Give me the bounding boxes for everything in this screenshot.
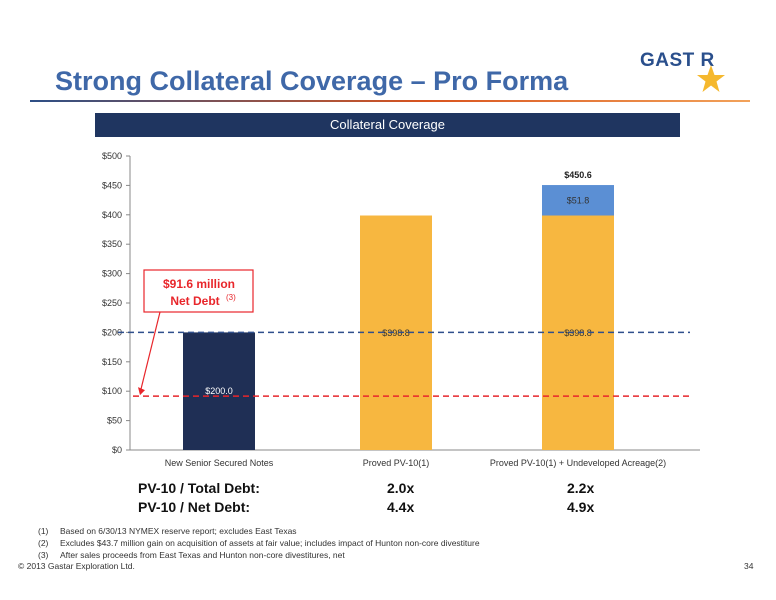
- bar-data-label: $51.8: [567, 195, 590, 205]
- annotation-superscript: (3): [226, 293, 236, 302]
- y-tick-label: $100: [102, 386, 122, 396]
- collateral-chart: $0 $50 $100 $150 $200 $250 $300 $350 $400 $450 $50…: [102, 151, 700, 468]
- annotation-pointer: [139, 311, 161, 394]
- y-tick-label: $300: [102, 269, 122, 279]
- y-tick-label: $200: [102, 327, 122, 337]
- bar-total-label: $450.6: [564, 170, 592, 180]
- summary-value-total-debt-pv10-acreage: 2.2x: [567, 480, 595, 496]
- footnote: (3) After sales proceeds from East Texas …: [38, 549, 480, 561]
- footnote-number: (3): [38, 550, 49, 560]
- bar-data-label: $398.8: [382, 328, 410, 338]
- y-tick-label: $150: [102, 357, 122, 367]
- y-tick-label: $450: [102, 180, 122, 190]
- footnote-text: Excludes $43.7 million gain on acquisiti…: [60, 538, 480, 548]
- summary-value-total-debt-pv10: 2.0x: [387, 480, 415, 496]
- bar-data-label: $200.0: [205, 386, 233, 396]
- gastar-logo: GAST R: [640, 44, 730, 94]
- footnote-number: (2): [38, 538, 49, 548]
- y-tick-label: $400: [102, 210, 122, 220]
- title-divider: [30, 100, 750, 102]
- summary-label-total-debt: PV-10 / Total Debt:: [138, 480, 260, 496]
- annotation-box: [143, 269, 254, 313]
- annotation-line1: $91.6 million: [163, 277, 235, 291]
- footnote-text: Based on 6/30/13 NYMEX reserve report; e…: [60, 526, 297, 536]
- logo-text: GAST R: [640, 50, 715, 71]
- annotation-arrowhead: [138, 387, 145, 396]
- footnote: (1) Based on 6/30/13 NYMEX reserve report…: [38, 525, 480, 537]
- footnote: (2) Excludes $43.7 million gain on acquis…: [38, 537, 480, 549]
- copyright: © 2013 Gastar Exploration Ltd.: [18, 561, 135, 571]
- y-tick-label: $500: [102, 151, 122, 161]
- y-tick-label: $0: [112, 445, 122, 455]
- footnote-number: (1): [38, 526, 49, 536]
- chart-banner: Collateral Coverage: [95, 113, 680, 137]
- bar-segment: [183, 332, 255, 450]
- slide-title: Strong Collateral Coverage – Pro Forma: [55, 66, 569, 96]
- page-number: 34: [744, 561, 754, 571]
- summary-value-net-debt-pv10: 4.4x: [387, 499, 415, 515]
- x-category-label: New Senior Secured Notes: [165, 458, 274, 468]
- star-icon: [697, 65, 725, 92]
- summary-value-net-debt-pv10-acreage: 4.9x: [567, 499, 595, 515]
- y-tick-label: $50: [107, 416, 122, 426]
- x-category-label: Proved PV-10(1) + Undeveloped Acreage(2): [490, 458, 666, 468]
- summary-label-net-debt: PV-10 / Net Debt:: [138, 499, 251, 515]
- bar-segment: [542, 185, 614, 216]
- annotation-line2: Net Debt: [170, 294, 219, 308]
- footnote-text: After sales proceeds from East Texas and…: [60, 550, 345, 560]
- y-tick-label: $350: [102, 239, 122, 249]
- x-category-label: Proved PV-10(1): [363, 458, 430, 468]
- footnotes: (1) Based on 6/30/13 NYMEX reserve report…: [38, 525, 480, 561]
- y-tick-label: $250: [102, 298, 122, 308]
